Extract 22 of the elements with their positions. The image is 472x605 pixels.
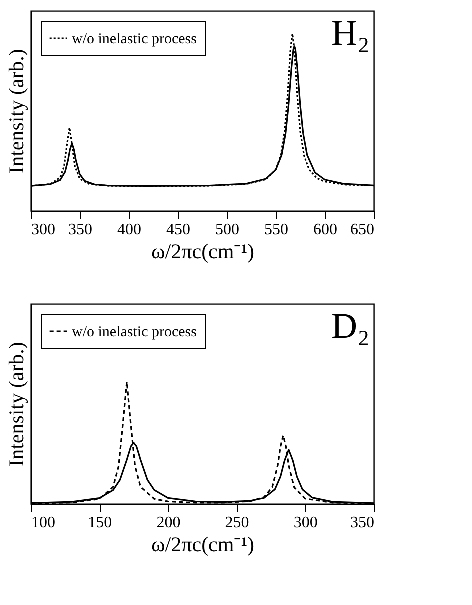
x-tick-label: 550 — [264, 222, 288, 238]
x-tick-label: 600 — [314, 222, 338, 238]
legend-label: w/o inelastic process — [72, 324, 198, 340]
legend-label: w/o inelastic process — [72, 32, 198, 48]
x-tick-label: 300 — [294, 514, 318, 532]
y-axis-title: Intensity (arb.) — [4, 49, 28, 174]
y-axis-title: Intensity (arb.) — [4, 342, 28, 467]
x-tick-label: 500 — [216, 222, 240, 238]
x-tick-label: 250 — [225, 514, 250, 532]
x-tick-label: 300 — [32, 222, 56, 238]
text: D₂ — [331, 306, 370, 346]
annotation: H₂ — [331, 13, 370, 53]
x-tick-label: 350 — [350, 514, 374, 532]
x-axis-title: ω/2πc(cm⁻¹) — [151, 532, 255, 556]
x-tick-label: 450 — [166, 222, 190, 238]
x-tick-label: 650 — [350, 222, 374, 238]
x-tick-label: 200 — [156, 514, 181, 532]
x-tick-label: 400 — [118, 222, 142, 238]
x-tick-label: 150 — [88, 514, 112, 532]
x-axis-title: ω/2πc(cm⁻¹) — [151, 240, 255, 264]
x-tick-label: 100 — [32, 514, 56, 532]
x-tick-label: 350 — [68, 222, 92, 238]
